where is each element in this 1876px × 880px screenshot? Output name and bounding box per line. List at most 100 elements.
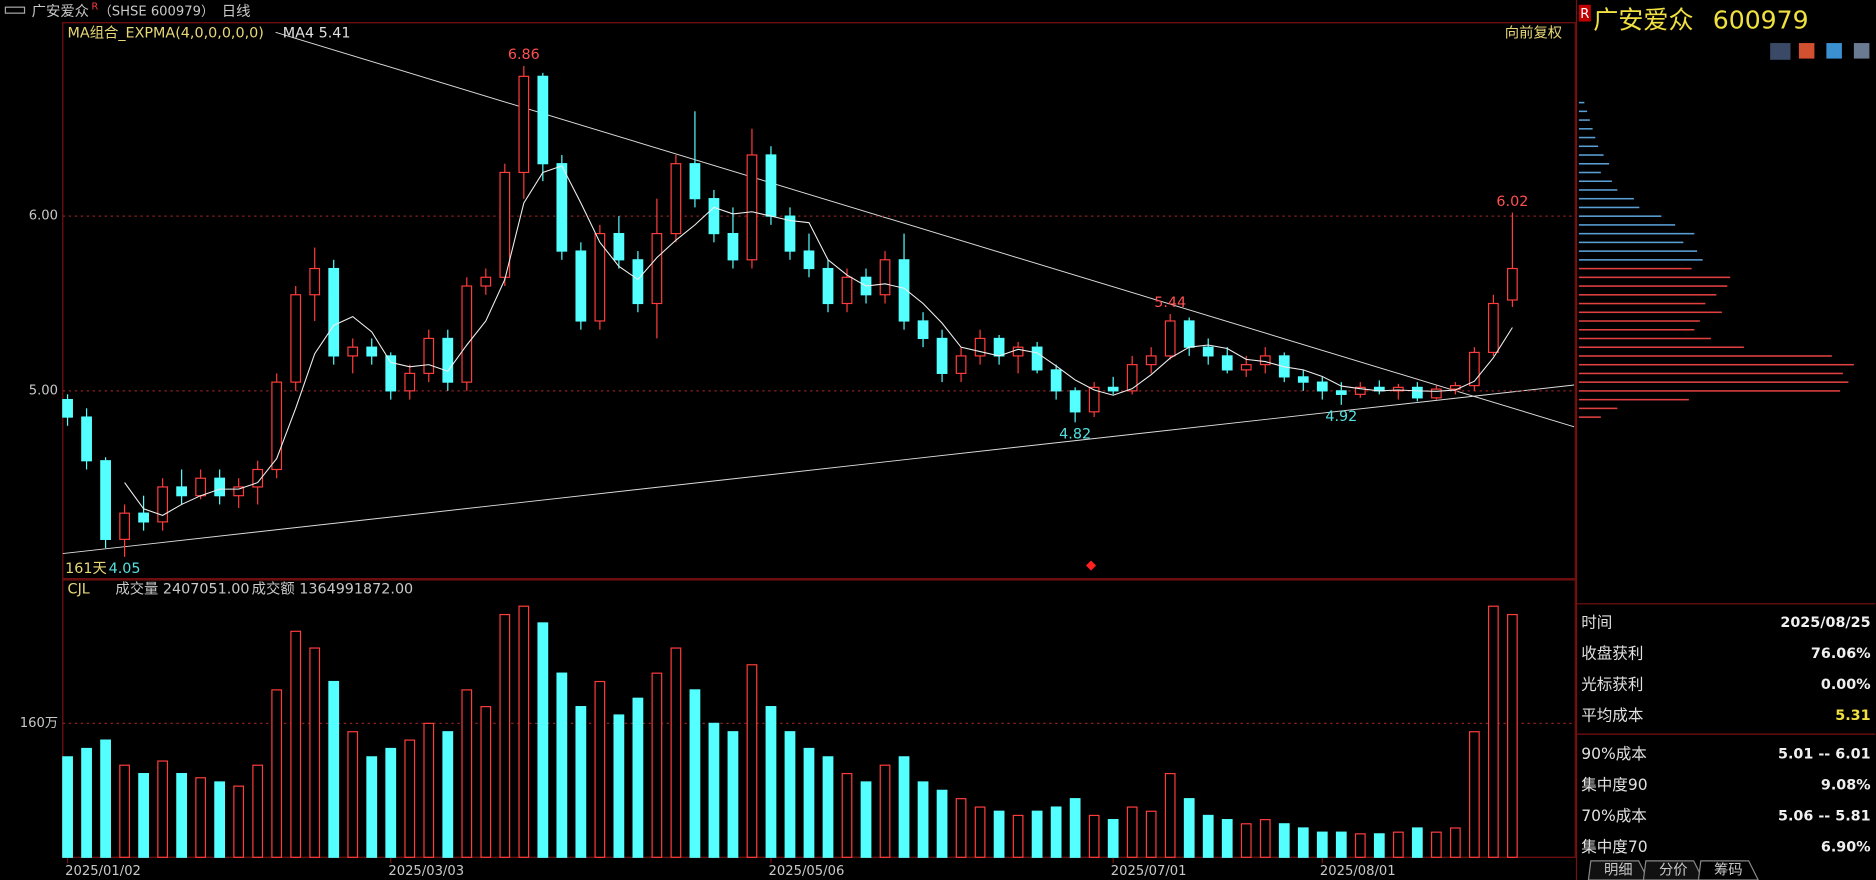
candle-body [651, 232, 663, 305]
candle-body [955, 355, 967, 374]
volume-bar [214, 781, 226, 858]
days-count: 161天 [65, 561, 107, 577]
volume-bar [1107, 819, 1119, 858]
vol-indicator[interactable]: CJL [68, 581, 90, 597]
tab-label[interactable]: 筹码 [1714, 861, 1743, 878]
volume-bar [1468, 731, 1480, 858]
volume-bar [195, 777, 207, 858]
volume-bar [81, 747, 92, 858]
stock-name: 广安爱众 [32, 3, 89, 20]
panel-value: 5.06 -- 5.81 [1778, 809, 1871, 825]
adjust-mode[interactable]: 向前复权 [1505, 23, 1562, 41]
chip-bar [1578, 363, 1854, 366]
volume-bar [100, 739, 111, 858]
candle-body [138, 512, 149, 523]
volume-bar [841, 772, 853, 858]
volume-bar [594, 680, 606, 858]
volume-text: 成交量 2407051.00 [115, 579, 249, 597]
candle-body [822, 267, 834, 305]
volume-bar [613, 714, 625, 858]
chip-bar [1578, 259, 1703, 261]
volume-bar [347, 731, 359, 858]
volume-bar [651, 672, 663, 858]
x-tick-label: 2025/03/03 [388, 864, 464, 879]
y-tick-label: 5.00 [29, 383, 58, 398]
candle-body [1183, 320, 1195, 348]
r-badge-text: R [1580, 7, 1589, 22]
tab-label[interactable]: 明细 [1604, 861, 1633, 878]
candle-body [309, 267, 321, 296]
volume-bar [309, 647, 321, 858]
candle-body [442, 337, 454, 383]
tab[interactable] [1642, 860, 1704, 880]
period-select[interactable]: 日线 [222, 3, 251, 20]
v-tick-label: 160万 [20, 716, 58, 731]
trend-line [275, 31, 1575, 428]
chip-bar [1578, 372, 1843, 375]
candle-body [423, 337, 435, 374]
volume-bar [1202, 814, 1214, 858]
chip-bar [1578, 294, 1717, 296]
tool-icon[interactable] [1853, 43, 1870, 59]
x-tick-label: 2025/07/01 [1111, 864, 1187, 879]
chip-bar [1578, 197, 1634, 200]
r-mark: R [91, 2, 98, 13]
volume-bar [1259, 819, 1271, 858]
volume-bar [1145, 810, 1157, 858]
tool-icon[interactable] [1770, 43, 1791, 60]
volume-bar [556, 672, 568, 858]
panel-value: 5.01 -- 6.01 [1778, 746, 1871, 762]
volume-bar [328, 680, 340, 858]
panel-label: 时间 [1581, 613, 1612, 631]
volume-bar [1354, 833, 1366, 858]
volume-bar [746, 664, 758, 858]
candle-body [765, 154, 777, 217]
candle-body [1012, 346, 1024, 357]
candle-body [1354, 386, 1366, 395]
candle-body [556, 163, 568, 252]
chip-bar [1578, 224, 1676, 226]
candle-body [1297, 376, 1309, 383]
candle-body [689, 163, 701, 200]
tool-icon[interactable] [1826, 43, 1842, 59]
tool-icon[interactable] [1798, 43, 1815, 59]
candle-body [1507, 267, 1518, 301]
volume-bar [537, 622, 549, 858]
volume-bar [1316, 831, 1328, 858]
tab[interactable] [1587, 860, 1649, 880]
panel-label: 光标获利 [1581, 676, 1643, 694]
chip-bar [1578, 250, 1698, 252]
price-annotation: 4.05 [109, 561, 141, 577]
chip-bar [1578, 302, 1706, 305]
volume-bar [765, 706, 777, 858]
volume-bar [404, 739, 416, 858]
menu-icon[interactable] [4, 6, 26, 14]
volume-bar [1050, 806, 1062, 858]
volume-bar [784, 731, 796, 858]
candle-body [936, 337, 948, 374]
candle-body [195, 477, 207, 497]
candle-body [1430, 388, 1442, 399]
tab-label[interactable]: 分价 [1659, 861, 1688, 878]
indicator-main[interactable]: MA组合_EXPMA(4,0,0,0,0,0) [68, 24, 264, 41]
volume-bar [727, 731, 739, 858]
candle-body [1240, 364, 1252, 371]
chip-bar [1578, 328, 1695, 331]
stock-code: （SHSE 600979） [99, 4, 215, 19]
candle-body [974, 337, 986, 357]
chip-bar [1578, 416, 1601, 418]
chip-bar [1578, 267, 1692, 270]
candle-body [1069, 390, 1081, 413]
price-annotation: 6.86 [508, 47, 540, 63]
candle-body [176, 486, 188, 497]
tab[interactable] [1697, 860, 1759, 880]
candle-body [347, 346, 359, 357]
chip-bar [1578, 180, 1612, 183]
candle-body [537, 75, 549, 165]
candle-body [385, 355, 397, 392]
chip-bar [1578, 215, 1662, 217]
chip-bar [1578, 154, 1604, 156]
candle-body [290, 294, 302, 383]
candle-body [917, 320, 929, 340]
